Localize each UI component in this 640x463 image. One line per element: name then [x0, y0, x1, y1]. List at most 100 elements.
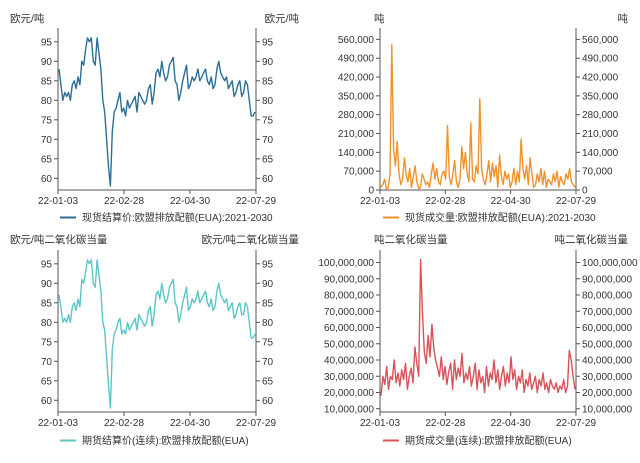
c4-ytick-right: 100,000,000 — [582, 258, 638, 269]
c4-ytick-left: 30,000,000 — [324, 372, 374, 383]
c4-left-unit: 吨二氧化碳当量 — [374, 233, 448, 246]
c4-xtick: 22-02-28 — [425, 418, 465, 429]
c2-xtick: 22-07-29 — [556, 196, 596, 207]
c1-ytick-right: 60 — [262, 174, 274, 185]
c4-ytick-left: 90,000,000 — [324, 274, 374, 285]
c1-right-unit: 欧元/吨 — [265, 12, 300, 25]
c2-ytick-left: 140,000 — [338, 148, 375, 159]
c3-ytick-left: 65 — [41, 376, 53, 387]
c4-xtick: 22-04-30 — [491, 418, 531, 429]
c2-ytick-right: 0 — [582, 186, 588, 197]
c3-ytick-left: 85 — [41, 298, 53, 309]
c2-series-line — [380, 44, 576, 190]
c4-series-line — [380, 258, 576, 396]
c1-ytick-right: 90 — [262, 57, 274, 68]
c1-ytick-left: 95 — [41, 37, 53, 48]
c2-ytick-left: 210,000 — [338, 129, 375, 140]
c4-ytick-left: 70,000,000 — [324, 307, 374, 318]
c4-ytick-left: 10,000,000 — [324, 404, 374, 415]
c4-ytick-left: 80,000,000 — [324, 291, 374, 302]
c2-ytick-right: 490,000 — [582, 54, 619, 65]
c3-ytick-left: 95 — [41, 259, 53, 270]
c1-ytick-right: 80 — [262, 96, 274, 107]
c1-ytick-left: 60 — [41, 174, 53, 185]
c2-legend-label: 现货成交量:欧盟排放配额(EUA):2021-2030 — [405, 211, 596, 224]
c3-ytick-right: 60 — [262, 396, 274, 407]
c3-xtick: 22-01-03 — [38, 418, 78, 429]
c3-series-line — [58, 259, 256, 409]
c4-xtick: 22-01-03 — [360, 418, 400, 429]
c1-ytick-left: 75 — [41, 115, 53, 126]
c2-left-unit: 吨 — [374, 12, 385, 25]
c4-ytick-right: 80,000,000 — [582, 291, 632, 302]
c3-ytick-left: 80 — [41, 318, 53, 329]
c4-ytick-right: 50,000,000 — [582, 339, 632, 350]
c2-right-unit: 吨 — [618, 12, 629, 25]
c4-ytick-right: 60,000,000 — [582, 323, 632, 334]
c3-xtick: 22-07-29 — [236, 418, 276, 429]
c3-legend-label: 期货结算价(连续):欧盟排放配额(EUA) — [82, 434, 249, 447]
c1-ytick-left: 70 — [41, 135, 53, 146]
c3-xtick: 22-04-30 — [170, 418, 210, 429]
c2-ytick-right: 350,000 — [582, 91, 619, 102]
c1-ytick-right: 95 — [262, 37, 274, 48]
c1-ytick-left: 85 — [41, 76, 53, 87]
c2-ytick-left: 0 — [368, 186, 374, 197]
c2-ytick-right: 70,000 — [582, 167, 613, 178]
c3-ytick-left: 60 — [41, 396, 53, 407]
c2-xtick: 22-01-03 — [360, 196, 400, 207]
c3-ytick-right: 80 — [262, 318, 274, 329]
c4-ytick-right: 10,000,000 — [582, 404, 632, 415]
c1-ytick-right: 70 — [262, 135, 274, 146]
c2-ytick-right: 560,000 — [582, 35, 619, 46]
c1-left-unit: 欧元/吨 — [10, 12, 45, 25]
c2-ytick-left: 70,000 — [343, 167, 374, 178]
c3-left-unit: 欧元/吨二氧化碳当量 — [10, 233, 108, 246]
c3-ytick-right: 70 — [262, 357, 274, 368]
c2-ytick-left: 280,000 — [338, 110, 375, 121]
c4-ytick-right: 70,000,000 — [582, 307, 632, 318]
c3-ytick-left: 75 — [41, 337, 53, 348]
c3-right-unit: 欧元/吨二氧化碳当量 — [202, 233, 300, 246]
c3-ytick-right: 90 — [262, 279, 274, 290]
c3-ytick-right: 85 — [262, 298, 274, 309]
c1-ytick-right: 85 — [262, 76, 274, 87]
c3-ytick-right: 95 — [262, 259, 274, 270]
c1-xtick: 22-01-03 — [38, 196, 78, 207]
c2-xtick: 22-02-28 — [425, 196, 465, 207]
c3-ytick-left: 90 — [41, 279, 53, 290]
c4-ytick-right: 90,000,000 — [582, 274, 632, 285]
c4-ytick-right: 20,000,000 — [582, 388, 632, 399]
c2-ytick-left: 490,000 — [338, 54, 375, 65]
c4-ytick-left: 60,000,000 — [324, 323, 374, 334]
c4-ytick-right: 30,000,000 — [582, 372, 632, 383]
c2-ytick-right: 210,000 — [582, 129, 619, 140]
c1-ytick-left: 65 — [41, 154, 53, 165]
c4-ytick-left: 40,000,000 — [324, 356, 374, 367]
c1-ytick-left: 80 — [41, 96, 53, 107]
c2-ytick-right: 420,000 — [582, 73, 619, 84]
c3-xtick: 22-02-28 — [104, 418, 144, 429]
c1-legend-label: 现货结算价:欧盟排放配额(EUA):2021-2030 — [82, 211, 273, 224]
c2-ytick-left: 350,000 — [338, 91, 375, 102]
c2-ytick-right: 280,000 — [582, 110, 619, 121]
c2-ytick-left: 560,000 — [338, 35, 375, 46]
c2-ytick-left: 420,000 — [338, 73, 375, 84]
c4-ytick-left: 20,000,000 — [324, 388, 374, 399]
c3-ytick-right: 65 — [262, 376, 274, 387]
c3-ytick-right: 75 — [262, 337, 274, 348]
c3-ytick-left: 70 — [41, 357, 53, 368]
c1-xtick: 22-07-29 — [236, 196, 276, 207]
c4-xtick: 22-07-29 — [556, 418, 596, 429]
c4-right-unit: 吨二氧化碳当量 — [555, 233, 629, 246]
c1-ytick-left: 90 — [41, 57, 53, 68]
c1-ytick-right: 75 — [262, 115, 274, 126]
c4-ytick-left: 100,000,000 — [318, 258, 374, 269]
c4-legend-label: 期货成交量(连续):欧盟排放配额(EUA) — [405, 434, 572, 447]
c4-ytick-left: 50,000,000 — [324, 339, 374, 350]
c1-ytick-right: 65 — [262, 154, 274, 165]
c2-xtick: 22-04-30 — [491, 196, 531, 207]
c4-ytick-right: 40,000,000 — [582, 356, 632, 367]
c1-xtick: 22-04-30 — [170, 196, 210, 207]
